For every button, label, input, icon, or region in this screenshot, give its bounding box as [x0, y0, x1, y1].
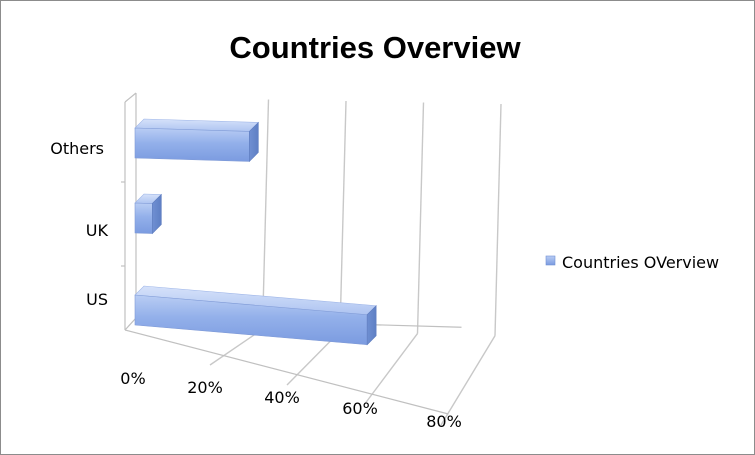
y-tick-label: US: [86, 290, 108, 309]
gridline: [494, 103, 502, 336]
bar-end-face: [152, 193, 162, 235]
y-tick-label: Others: [50, 139, 104, 158]
x-tick-label: 0%: [120, 369, 145, 388]
x-tick-label: 40%: [264, 388, 300, 407]
legend-label: Countries OVerview: [562, 253, 719, 272]
bar-uk: [134, 193, 163, 235]
floor-gridline: [440, 335, 496, 426]
bar-front-face: [134, 202, 153, 234]
bar-series: [134, 118, 377, 346]
x-tick-label: 60%: [342, 399, 378, 418]
bar-us: [134, 285, 377, 346]
chart-title: Countries Overview: [229, 30, 521, 65]
bar-end-face: [249, 121, 259, 163]
bar-end-face: [366, 305, 377, 346]
legend-swatch: [545, 255, 556, 266]
bar-others: [134, 118, 260, 163]
axis-labels: US UK Others 0% 20% 40% 60% 80%: [50, 139, 462, 431]
legend: Countries OVerview: [545, 253, 719, 272]
left-wall-top: [124, 92, 137, 103]
gridline: [416, 102, 425, 334]
x-tick-label: 20%: [187, 378, 223, 397]
gridline: [261, 99, 270, 330]
gridline: [339, 100, 347, 332]
x-tick-label: 80%: [426, 412, 462, 431]
bar-front-face: [134, 127, 250, 162]
y-tick-label: UK: [86, 221, 109, 240]
floor-gridline: [363, 333, 419, 406]
floor-front-edge: [124, 329, 449, 415]
floor-depth-edge: [124, 317, 137, 331]
